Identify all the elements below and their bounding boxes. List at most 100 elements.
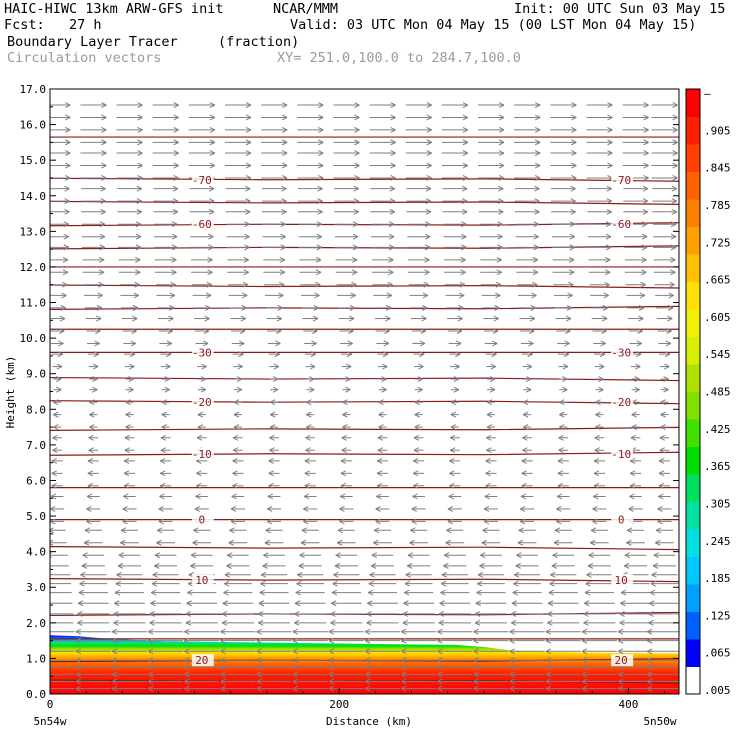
wind-vector-head <box>672 114 678 121</box>
wind-vector-head <box>437 671 443 678</box>
wind-vector-head <box>136 208 143 215</box>
wind-vector-head <box>620 600 626 607</box>
wind-vector-head <box>569 233 576 240</box>
wind-vector-head <box>554 527 561 534</box>
wind-vector-head <box>137 102 143 108</box>
wind-vector-head <box>477 580 483 587</box>
wind-vector-head <box>364 685 371 692</box>
wind-vector-head <box>414 399 420 406</box>
colorbar-swatch <box>686 501 700 530</box>
wind-vector-head <box>50 527 54 534</box>
wind-vector-head <box>269 411 276 418</box>
wind-vector-head <box>401 664 407 671</box>
wind-vector-head <box>40 629 45 634</box>
wind-vector-head <box>171 269 177 276</box>
wind-vector-head <box>173 114 179 121</box>
wind-vector-head <box>603 292 609 299</box>
wind-vector-head <box>581 628 588 635</box>
wind-vector-head <box>170 281 176 288</box>
wind-vector-head <box>185 619 192 626</box>
wind-vector-head <box>345 386 351 393</box>
wind-vector-head <box>351 281 357 288</box>
wind-vector-head <box>123 457 130 464</box>
wind-vector-head <box>220 657 226 664</box>
wind-vector-head <box>390 139 396 146</box>
wind-vector-head <box>655 527 662 534</box>
wind-vector-head <box>568 281 574 288</box>
wind-vector-head <box>449 447 456 454</box>
wind-vector-head <box>256 664 262 671</box>
wind-vector-head <box>75 657 82 664</box>
wind-vector-head <box>57 351 63 358</box>
wind-vector-head <box>619 619 625 626</box>
wind-vector-head <box>111 678 118 685</box>
wind-vector-head <box>498 114 505 121</box>
wind-vector-head <box>545 628 552 635</box>
contour-label: 0 <box>618 514 625 527</box>
wind-vector-head <box>256 628 262 635</box>
wind-vector-head <box>83 539 90 546</box>
wind-vector-head <box>56 376 62 382</box>
wind-vector-head <box>328 637 335 644</box>
wind-vector-head <box>424 269 430 276</box>
wind-vector-head <box>637 328 643 334</box>
wind-vector-head <box>128 386 134 393</box>
wind-vector-head <box>269 399 276 406</box>
contour-label: -60 <box>611 218 631 231</box>
colorbar-label: .125 <box>704 609 731 622</box>
wind-vector-head <box>585 580 591 587</box>
wind-vector-head <box>402 610 408 617</box>
wind-vector-head <box>601 315 608 322</box>
wind-vector-head <box>510 619 517 626</box>
wind-vector-head <box>147 657 154 664</box>
wind-vector-head <box>594 447 600 454</box>
wind-vector-head <box>233 399 240 406</box>
wind-vector-head <box>486 411 493 418</box>
wind-vector-head <box>303 505 309 512</box>
wind-vector-head <box>479 562 485 569</box>
wind-vector-head <box>186 600 192 607</box>
colorbar-swatch <box>686 281 700 310</box>
wind-vector-head <box>292 664 298 671</box>
wind-vector-head <box>667 315 673 322</box>
x-axis: 0 200 400 <box>47 688 666 711</box>
wind-vector-head <box>168 315 174 322</box>
colorbar-label: .665 <box>704 274 731 287</box>
wind-vector-head <box>245 126 252 133</box>
wind-vector-head <box>450 424 457 431</box>
wind-vector-head <box>135 269 141 276</box>
wind-vector-head <box>258 600 265 607</box>
wind-vector-head <box>413 470 419 477</box>
wind-vector-head <box>498 198 504 205</box>
wind-vector-head <box>437 685 443 692</box>
y-tick-label: 4.0 <box>26 546 46 559</box>
wind-vector-head <box>629 493 635 500</box>
wind-vector-head <box>60 304 66 311</box>
wind-vector-head <box>642 208 649 215</box>
wind-vector-head <box>124 434 131 441</box>
wind-vector-head <box>86 518 92 525</box>
wind-vector-head <box>492 328 499 334</box>
wind-vector-head <box>547 610 553 617</box>
wind-vector-head <box>550 571 556 578</box>
isotherm-line <box>50 376 679 382</box>
wind-vector-head <box>209 162 216 169</box>
wind-vector-head <box>401 671 407 678</box>
wind-vector-head <box>481 539 487 546</box>
wind-vector-head <box>40 679 45 684</box>
wind-vector-head <box>480 552 486 559</box>
wind-vector-head <box>556 505 562 512</box>
wind-vector-head <box>460 256 466 263</box>
wind-vector-head <box>268 470 274 477</box>
wind-vector-head <box>426 114 432 121</box>
wind-vector-head <box>449 470 455 477</box>
wind-vector-head <box>333 571 339 578</box>
wind-vector-head <box>571 139 577 146</box>
wind-vector-head <box>310 351 316 358</box>
wind-vector-head <box>328 664 335 671</box>
wind-vector-head <box>62 269 69 276</box>
wind-vector-head <box>559 411 565 418</box>
wind-vector-head <box>638 304 645 311</box>
wind-vector-head <box>201 363 207 370</box>
wind-vector-head <box>650 580 657 587</box>
